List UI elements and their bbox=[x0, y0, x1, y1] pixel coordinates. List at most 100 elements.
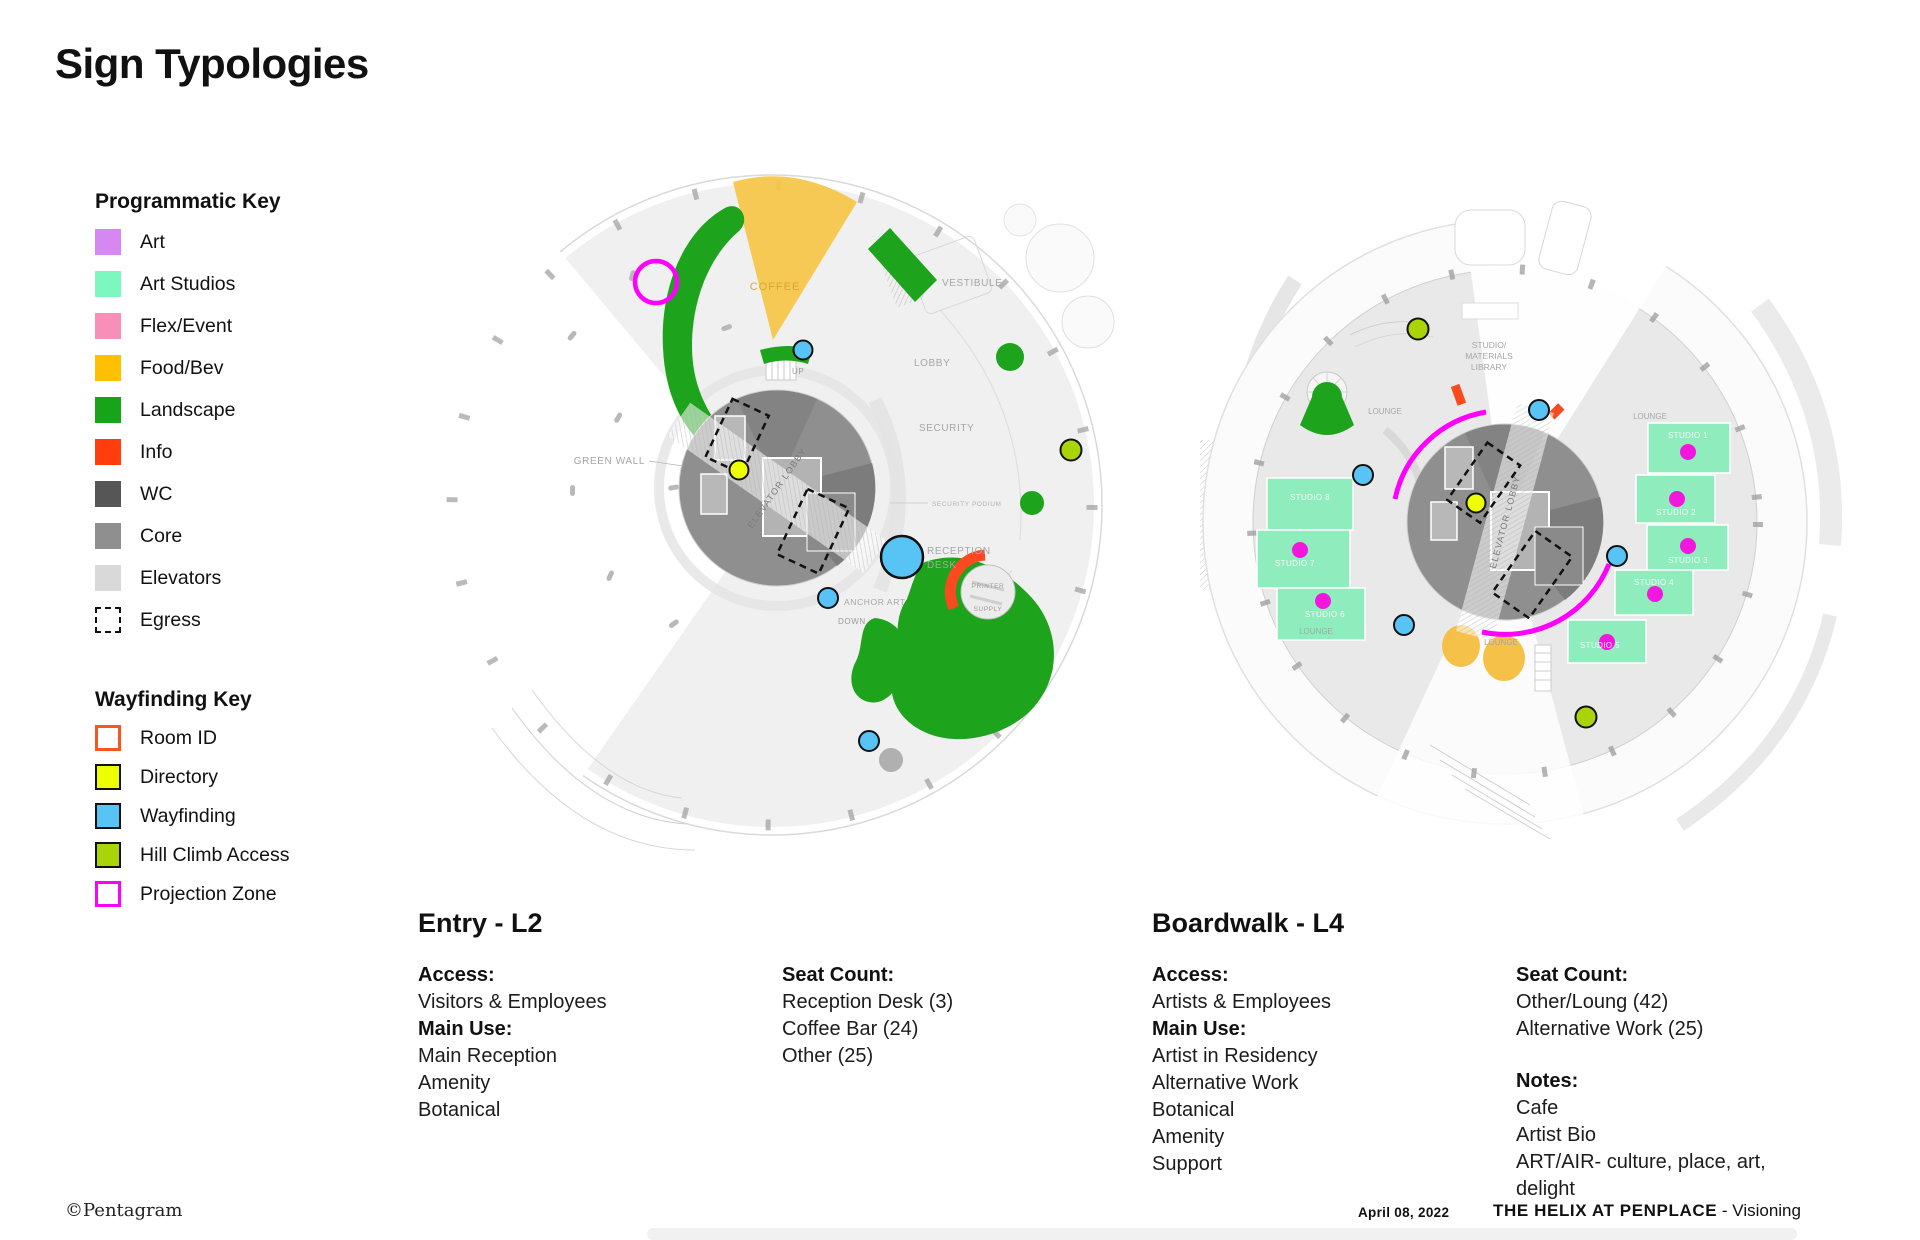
stair-void-lines bbox=[1429, 744, 1551, 840]
vestibule-label: VESTIBULE bbox=[942, 278, 1002, 289]
landscape-crescent bbox=[662, 206, 745, 457]
wayfinding-key-heading: Wayfinding Key bbox=[95, 688, 252, 711]
legend-label: Core bbox=[140, 524, 183, 547]
seat-line: Reception Desk (3) bbox=[782, 991, 954, 1013]
lounge-label: LOUNGE bbox=[1484, 638, 1518, 647]
studio-3-label: STUDIO 3 bbox=[1668, 556, 1708, 565]
flex-event-swatch bbox=[95, 313, 121, 339]
boardwalk-core: ELEVATOR LOBBY bbox=[1406, 403, 1604, 641]
reception-label-2: DESK bbox=[927, 560, 957, 571]
seat-count-heading: Seat Count: bbox=[1516, 964, 1629, 986]
legend-item-projection-zone: Projection Zone bbox=[95, 881, 290, 907]
legend-item-elevators: Elevators bbox=[95, 565, 281, 591]
entry-l2-floor-plan: ELEVATOR LOBBY COFFEE VESTIBULE LOBBY SE… bbox=[420, 174, 1115, 851]
boardwalk-markers bbox=[1292, 317, 1696, 729]
wayfinding-marker bbox=[858, 730, 880, 752]
main-use-line: Artist in Residency bbox=[1152, 1045, 1318, 1067]
studio-labels: STUDIO 1 STUDIO 2 STUDIO 3 STUDIO 4 STUD… bbox=[1275, 431, 1708, 650]
projection-zone-swatch bbox=[95, 881, 121, 907]
studio-8-label: STUDIO 8 bbox=[1290, 493, 1330, 502]
elevator-lobby-band bbox=[667, 402, 887, 574]
landscape-blob-large bbox=[891, 557, 1054, 740]
directory-marker bbox=[1465, 492, 1487, 514]
coffee-label: COFFEE bbox=[750, 281, 801, 293]
food-bev-swatch bbox=[95, 355, 121, 381]
main-use-heading: Main Use: bbox=[1152, 1018, 1247, 1040]
bottom-scroll-bar[interactable] bbox=[647, 1228, 1797, 1240]
entry-seat-column: Seat Count: Reception Desk (3) Coffee Ba… bbox=[782, 962, 1082, 1070]
legend-item-egress: Egress bbox=[95, 607, 281, 633]
wayfinding-marker-large bbox=[879, 534, 925, 580]
perimeter-columns bbox=[1247, 264, 1763, 780]
legend-label: Hill Climb Access bbox=[140, 843, 290, 866]
wayfinding-marker bbox=[1606, 545, 1628, 567]
supply-label: SUPPLY bbox=[974, 606, 1003, 613]
wayfinding-marker bbox=[1528, 399, 1550, 421]
elevator-lobby-band bbox=[1456, 403, 1554, 641]
legend-label: Elevators bbox=[140, 566, 222, 589]
legend-item-food-bev: Food/Bev bbox=[95, 355, 281, 381]
hill-climb-marker bbox=[1059, 438, 1083, 462]
programmatic-key-heading: Programmatic Key bbox=[95, 190, 281, 213]
legend-label: Wayfinding bbox=[140, 804, 236, 827]
gray-column-dot bbox=[879, 748, 903, 772]
core-swatch bbox=[95, 523, 121, 549]
art-studios-swatch bbox=[95, 271, 121, 297]
boardwalk-overlays bbox=[1256, 382, 1731, 681]
studio-5-label: STUDIO 5 bbox=[1580, 641, 1620, 650]
entry-core: ELEVATOR LOBBY bbox=[667, 389, 887, 587]
wayfinding-marker bbox=[1393, 614, 1415, 636]
elevators-swatch bbox=[95, 565, 121, 591]
egress-dashed bbox=[1445, 440, 1522, 525]
egress-dashed bbox=[703, 397, 771, 476]
anchor-art-label: ANCHOR ART bbox=[844, 597, 906, 607]
lounge-table bbox=[1534, 644, 1552, 692]
boardwalk-labels: STUDIO/ MATERIALS LIBRARY LOUNGE LOUNGE … bbox=[1275, 340, 1708, 650]
legend-label: Room ID bbox=[140, 726, 217, 749]
materials-library-label-3: LIBRARY bbox=[1471, 362, 1508, 372]
footer-date: April 08, 2022 bbox=[1358, 1205, 1450, 1220]
access-heading: Access: bbox=[1152, 964, 1229, 986]
food-bev-blob bbox=[1442, 625, 1480, 667]
legend-label: Food/Bev bbox=[140, 356, 224, 379]
materials-library-label-1: STUDIO/ bbox=[1472, 340, 1507, 350]
up-label: UP bbox=[792, 367, 804, 376]
legend-item-directory: Directory bbox=[95, 764, 290, 790]
seat-line: Other/Loung (42) bbox=[1516, 991, 1669, 1013]
legend-item-hill-climb: Hill Climb Access bbox=[95, 842, 290, 868]
seat-line: Alternative Work (25) bbox=[1516, 1018, 1704, 1040]
legend-label: WC bbox=[140, 482, 173, 505]
boardwalk-l4-floor-plan: ELEVATOR LOBBY STUDIO/ MATERIALS LIBRARY… bbox=[1200, 200, 1843, 841]
legend-item-landscape: Landscape bbox=[95, 397, 281, 423]
main-use-line: Amenity bbox=[418, 1072, 491, 1094]
wayfinding-swatch bbox=[95, 803, 121, 829]
wayfinding-marker bbox=[1352, 464, 1374, 486]
landscape-dot bbox=[996, 343, 1024, 371]
studio-6-label: STUDIO 6 bbox=[1305, 610, 1345, 619]
entry-heading: Entry - L2 bbox=[418, 908, 543, 938]
wayfinding-marker bbox=[817, 587, 839, 609]
seat-line: Other (25) bbox=[782, 1045, 874, 1067]
seat-count-heading: Seat Count: bbox=[782, 964, 895, 986]
note-line: Artist Bio bbox=[1516, 1124, 1597, 1146]
food-bev-coffee-wedge bbox=[733, 176, 857, 340]
landscape-band bbox=[868, 228, 937, 302]
main-use-line: Botanical bbox=[1152, 1099, 1235, 1121]
security-podium-label: SECURITY PODIUM bbox=[932, 501, 1002, 508]
info-swatch bbox=[95, 439, 121, 465]
landscape-dot bbox=[1020, 491, 1044, 515]
landscape-swatch bbox=[95, 397, 121, 423]
egress-swatch bbox=[95, 607, 121, 633]
programmatic-key: Programmatic Key Art Art Studios Flex/Ev… bbox=[95, 190, 281, 649]
lobby-label: LOBBY bbox=[914, 358, 950, 369]
entry-access-column: Access: Visitors & Employees Main Use: M… bbox=[418, 962, 718, 1124]
main-use-line: Main Reception bbox=[418, 1045, 557, 1067]
hill-climb-marker bbox=[1406, 317, 1430, 341]
directory-marker bbox=[728, 459, 750, 481]
projection-zone-arcs bbox=[1392, 409, 1612, 637]
entry-labels: COFFEE VESTIBULE LOBBY SECURITY SECURITY… bbox=[574, 278, 1004, 626]
food-bev-blob bbox=[1483, 635, 1525, 681]
legend-item-wc: WC bbox=[95, 481, 281, 507]
lounge-label: LOUNGE bbox=[1299, 627, 1333, 636]
note-line: ART/AIR- culture, place, art, delight bbox=[1516, 1151, 1766, 1200]
